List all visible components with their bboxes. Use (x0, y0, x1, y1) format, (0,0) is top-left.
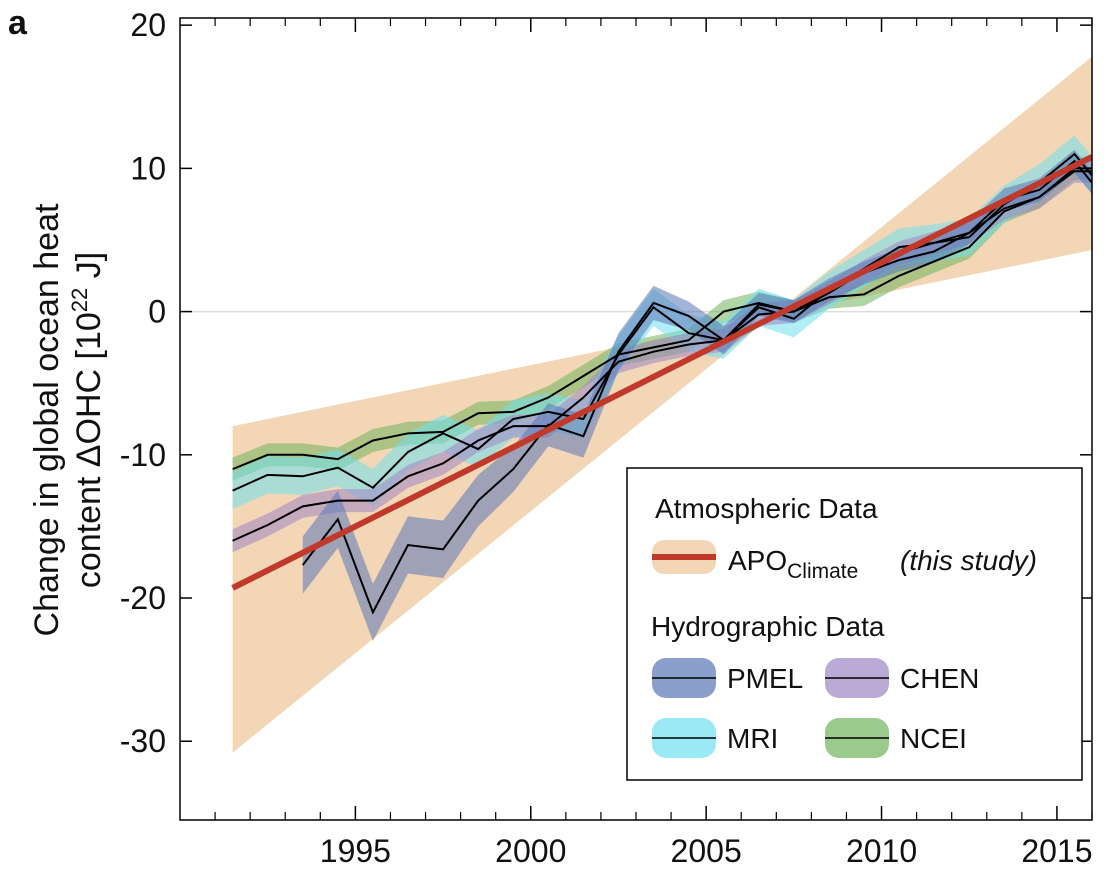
y-axis-label-main: content ΔOHC [10 (70, 312, 108, 588)
legend-title: Atmospheric Data (655, 493, 878, 524)
x-tick-label: 2005 (671, 833, 742, 866)
legend-entry-name: APO (728, 545, 787, 576)
y-axis-label-sup: 22 (67, 288, 92, 312)
series-line (232, 167, 1092, 471)
y-tick-label: -20 (120, 580, 166, 616)
series-line (232, 170, 1092, 542)
apo-line (231, 154, 1092, 591)
y-tick-label: 10 (130, 150, 166, 186)
y-tick-label: -30 (120, 723, 166, 759)
apo-band (232, 56, 1092, 753)
y-tick-label: -10 (120, 437, 166, 473)
legend-entry: MRI (727, 723, 778, 754)
legend-entry: CHEN (900, 663, 979, 694)
panel-label: a (8, 4, 28, 42)
legend-entry-sub: Climate (787, 560, 858, 583)
legend: Atmospheric Data APOClimate (this study) Hy… (626, 467, 1083, 781)
series-line (232, 152, 1092, 492)
legend-entry: PMEL (727, 663, 803, 694)
legend-note: (this study) (900, 545, 1037, 576)
uncertainty-band (302, 149, 1092, 641)
legend-entry: APOClimate (728, 545, 858, 583)
y-tick-label: 20 (130, 7, 166, 43)
y-axis-label-end: J] (70, 252, 108, 288)
legend-entry: NCEI (900, 723, 967, 754)
y-axis-label: Change in global ocean heat (28, 203, 66, 636)
x-tick-label: 2000 (495, 833, 566, 866)
plot-area (180, 56, 1092, 753)
y-tick-label: 0 (148, 294, 166, 330)
legend-title: Hydrographic Data (651, 611, 885, 642)
series-line (301, 159, 1092, 615)
x-tick-label: 2010 (846, 833, 917, 866)
x-tick-label: 1995 (320, 833, 391, 866)
y-axis-label: content ΔOHC [1022 J] (67, 252, 108, 588)
uncertainty-band (232, 156, 1092, 481)
x-tick-label: 2015 (1021, 833, 1092, 866)
